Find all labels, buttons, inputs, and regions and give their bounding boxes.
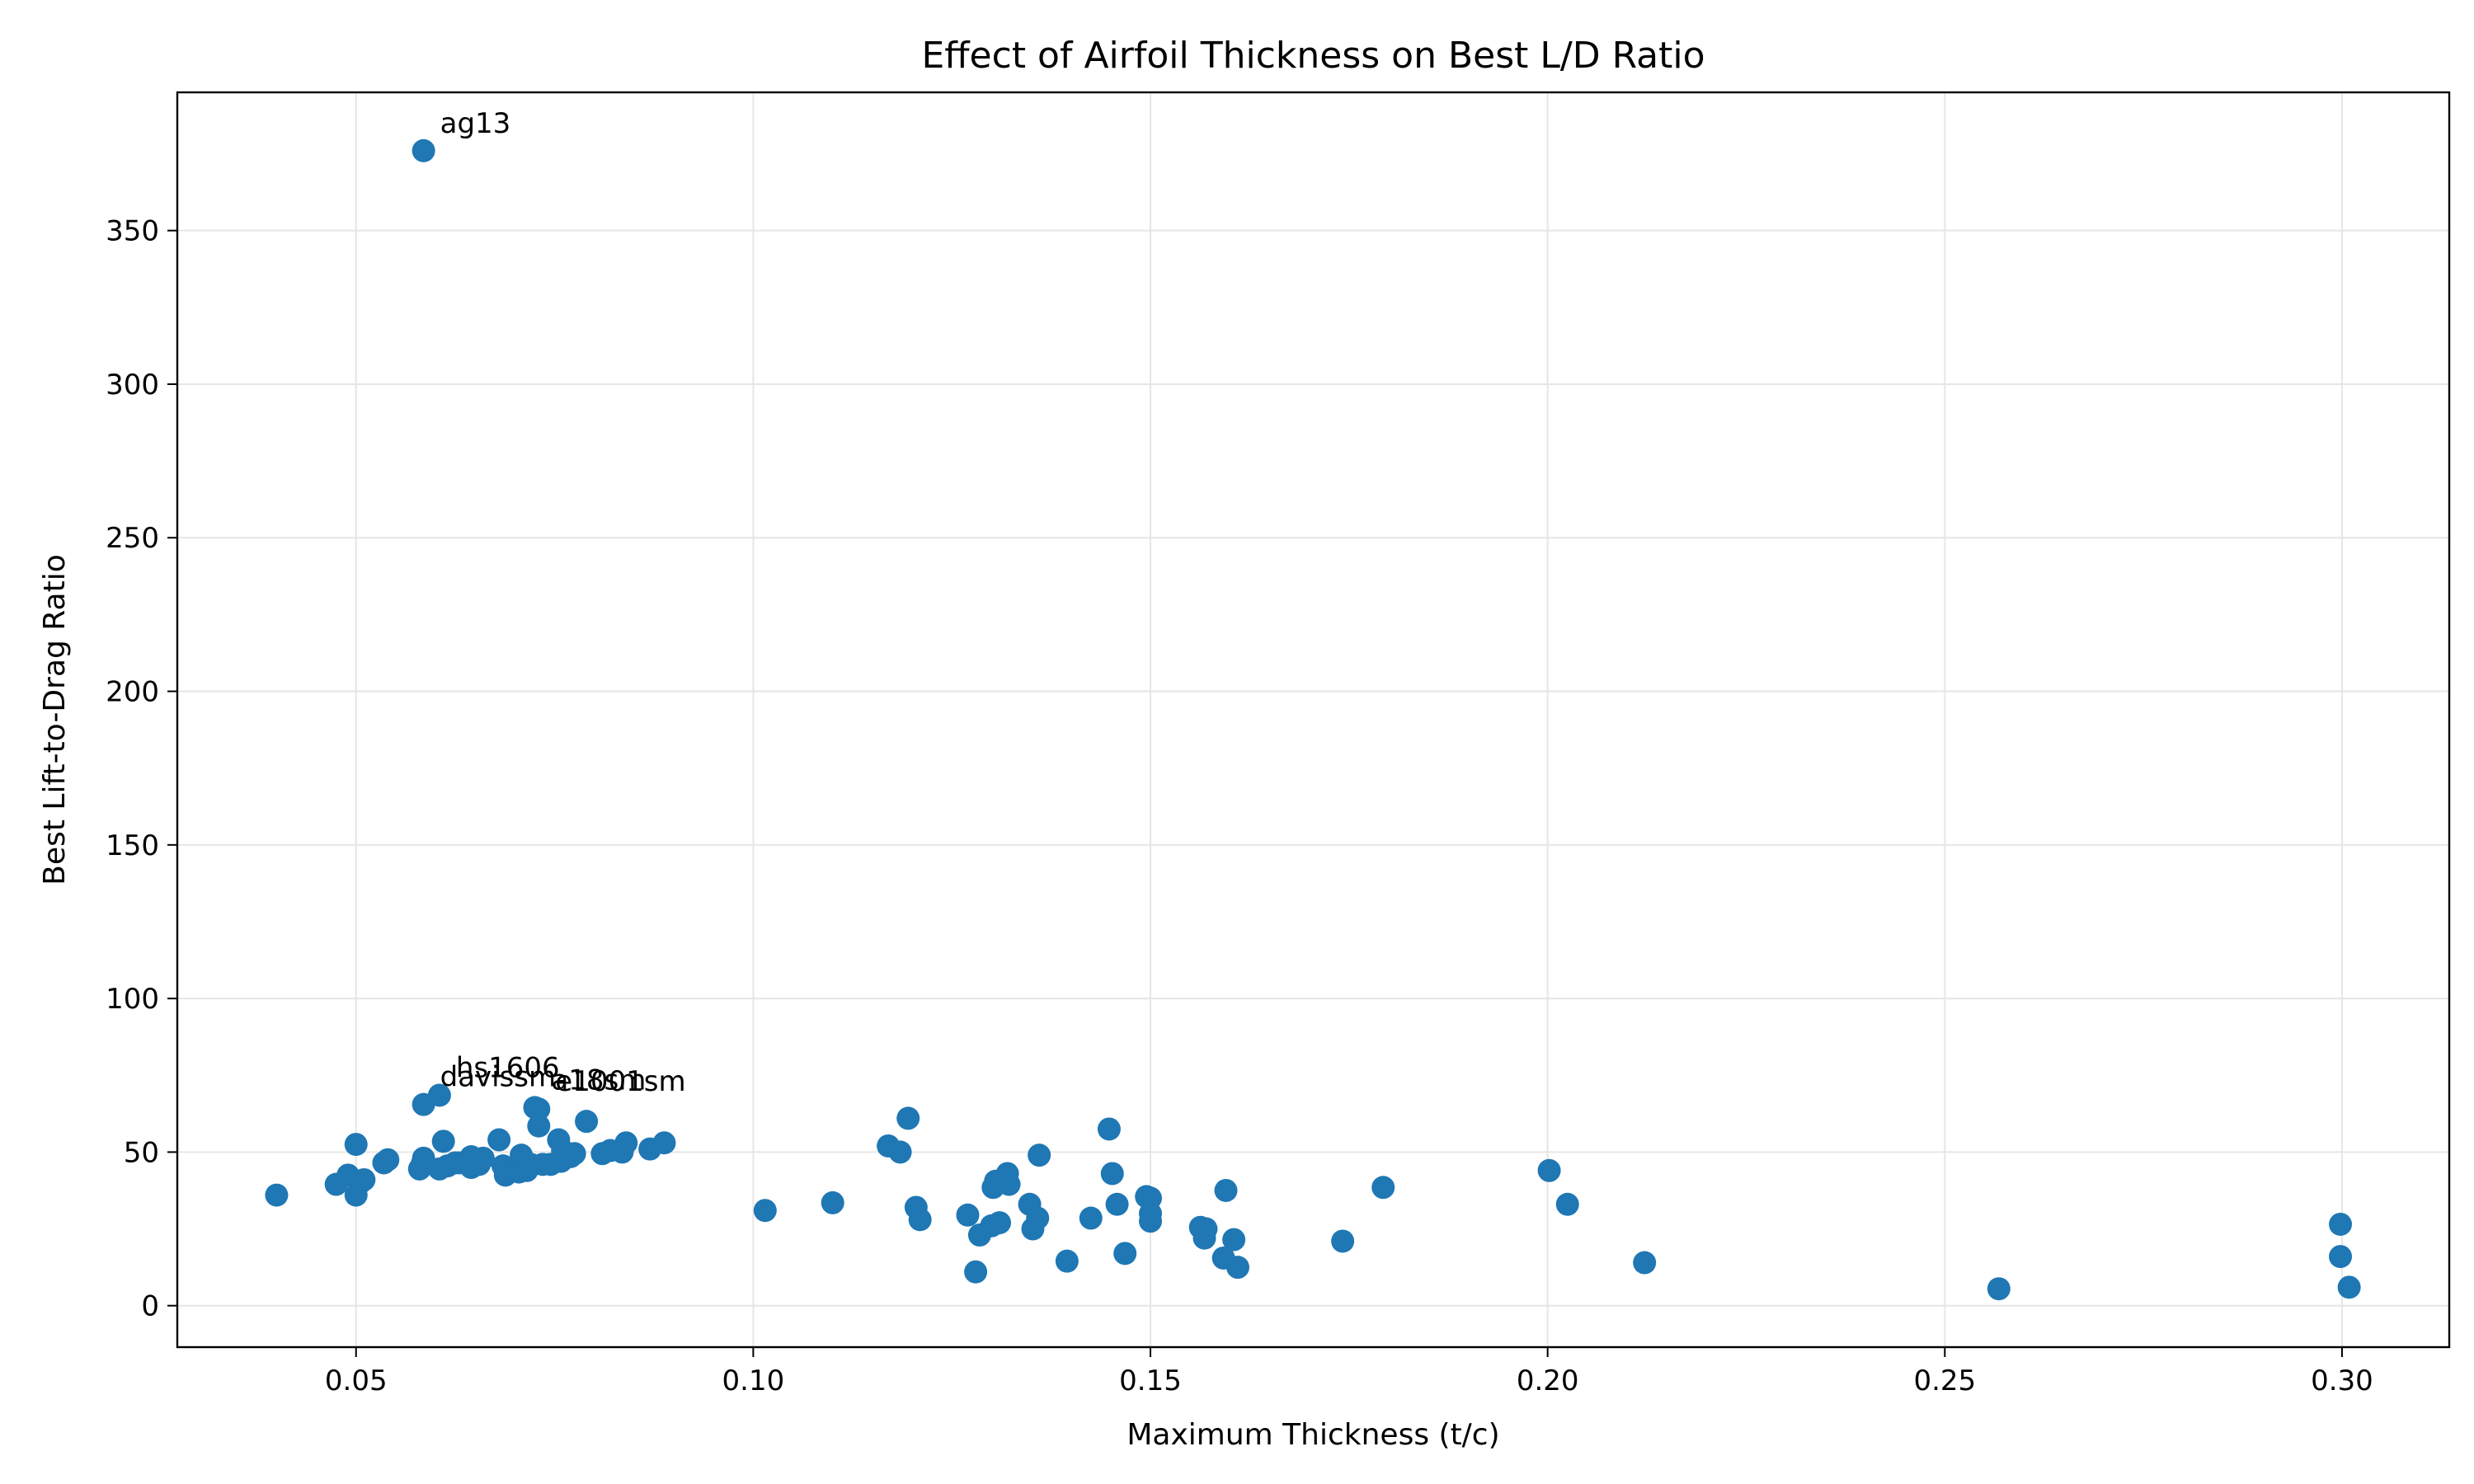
y-tick-label: 250 (106, 522, 159, 555)
y-tick-label: 150 (106, 829, 159, 862)
data-point (1633, 1251, 1657, 1275)
data-point (1537, 1158, 1561, 1182)
data-point (352, 1167, 376, 1191)
data-point (2329, 1245, 2353, 1269)
data-point (956, 1203, 980, 1227)
data-point (1222, 1228, 1246, 1252)
x-tick-label: 0.20 (1517, 1364, 1579, 1397)
point-annotation: ag13 (440, 107, 511, 140)
data-point (821, 1190, 844, 1214)
y-tick-label: 100 (106, 983, 159, 1016)
y-tick-label: 300 (106, 369, 159, 402)
point-annotation: e1001sm (555, 1065, 685, 1098)
data-point (1105, 1192, 1129, 1216)
data-point (753, 1199, 777, 1223)
data-point (1028, 1144, 1051, 1167)
data-point (487, 1128, 511, 1152)
data-point (1055, 1249, 1079, 1273)
point-annotation: hs1606 (456, 1051, 560, 1084)
data-point (988, 1211, 1012, 1235)
data-point (2329, 1212, 2353, 1236)
y-axis-ticks: 0 50 100 150 200 250 300 350 (106, 215, 177, 1323)
point-annotation: davissm (440, 1061, 557, 1094)
data-point (1026, 1206, 1050, 1230)
data-point (562, 1142, 586, 1166)
data-point (1079, 1206, 1103, 1230)
data-point (888, 1140, 912, 1164)
data-points (265, 139, 2361, 1301)
data-point (527, 1114, 551, 1138)
data-point (908, 1208, 932, 1232)
data-point (412, 139, 435, 162)
data-point (471, 1146, 495, 1170)
data-point (896, 1106, 920, 1130)
data-point (1555, 1192, 1579, 1216)
data-point (1987, 1277, 2011, 1301)
data-point (1194, 1217, 1218, 1241)
data-point (431, 1129, 455, 1153)
y-tick-label: 350 (106, 215, 159, 248)
data-point (652, 1131, 676, 1155)
data-point (376, 1148, 400, 1172)
y-tick-label: 50 (124, 1136, 159, 1169)
x-tick-label: 0.30 (2311, 1364, 2373, 1397)
data-point (1139, 1209, 1163, 1233)
data-point (1214, 1178, 1238, 1202)
data-point (344, 1133, 368, 1157)
data-point (527, 1097, 551, 1121)
x-axis-ticks: 0.05 0.10 0.15 0.20 0.25 0.30 (325, 1347, 2373, 1397)
data-point (1100, 1162, 1124, 1186)
x-tick-label: 0.10 (722, 1364, 785, 1397)
data-point (1225, 1256, 1249, 1280)
data-point (997, 1172, 1021, 1196)
data-point (265, 1183, 289, 1207)
point-annotation: a18sm (551, 1064, 646, 1097)
chart-title: Effect of Airfoil Thickness on Best L/D … (921, 35, 1705, 77)
data-point (1113, 1242, 1137, 1266)
data-point (1331, 1229, 1355, 1253)
y-axis-label: Best Lift-to-Drag Ratio (38, 554, 72, 885)
x-tick-label: 0.15 (1119, 1364, 1182, 1397)
plot-frame (176, 91, 2451, 1349)
data-point (1371, 1176, 1395, 1200)
data-point (2337, 1275, 2361, 1299)
x-tick-label: 0.25 (1913, 1364, 1976, 1397)
y-tick-label: 200 (106, 676, 159, 709)
data-point (964, 1260, 988, 1284)
data-point (614, 1131, 638, 1155)
data-point (427, 1083, 451, 1107)
y-tick-label: 0 (141, 1290, 159, 1323)
x-tick-label: 0.05 (325, 1364, 388, 1397)
data-point (1097, 1117, 1121, 1141)
data-point (575, 1110, 599, 1134)
x-axis-label: Maximum Thickness (t/c) (1126, 1418, 1499, 1452)
